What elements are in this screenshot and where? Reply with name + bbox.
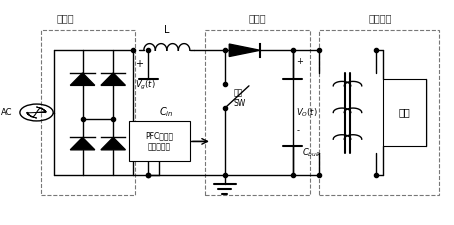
Text: L: L bbox=[164, 25, 170, 35]
Bar bbox=[319, 30, 439, 195]
Text: $V_g(t)$: $V_g(t)$ bbox=[135, 79, 156, 92]
Text: $C_{bulk}$: $C_{bulk}$ bbox=[302, 146, 323, 159]
Text: 开关
SW: 开关 SW bbox=[234, 88, 246, 108]
Text: -: - bbox=[296, 126, 299, 135]
Text: $V_O(t)$: $V_O(t)$ bbox=[296, 106, 318, 119]
Polygon shape bbox=[101, 137, 125, 150]
Text: $C_{in}$: $C_{in}$ bbox=[159, 106, 174, 119]
Bar bbox=[128, 122, 190, 161]
Text: PFC及输出
电压控制器: PFC及输出 电压控制器 bbox=[145, 131, 173, 152]
Polygon shape bbox=[101, 73, 125, 86]
Text: 整流桥: 整流桥 bbox=[56, 14, 74, 23]
Text: +: + bbox=[296, 57, 303, 66]
Text: 功率级: 功率级 bbox=[249, 14, 266, 23]
Text: AC: AC bbox=[1, 108, 12, 117]
Polygon shape bbox=[70, 137, 95, 150]
Text: 后级电源: 后级电源 bbox=[369, 14, 392, 23]
Text: +: + bbox=[135, 58, 143, 69]
Polygon shape bbox=[70, 73, 95, 86]
Bar bbox=[383, 79, 426, 146]
Bar bbox=[205, 30, 310, 195]
Text: 负载: 负载 bbox=[399, 108, 410, 117]
Bar bbox=[41, 30, 135, 195]
Polygon shape bbox=[229, 44, 260, 56]
